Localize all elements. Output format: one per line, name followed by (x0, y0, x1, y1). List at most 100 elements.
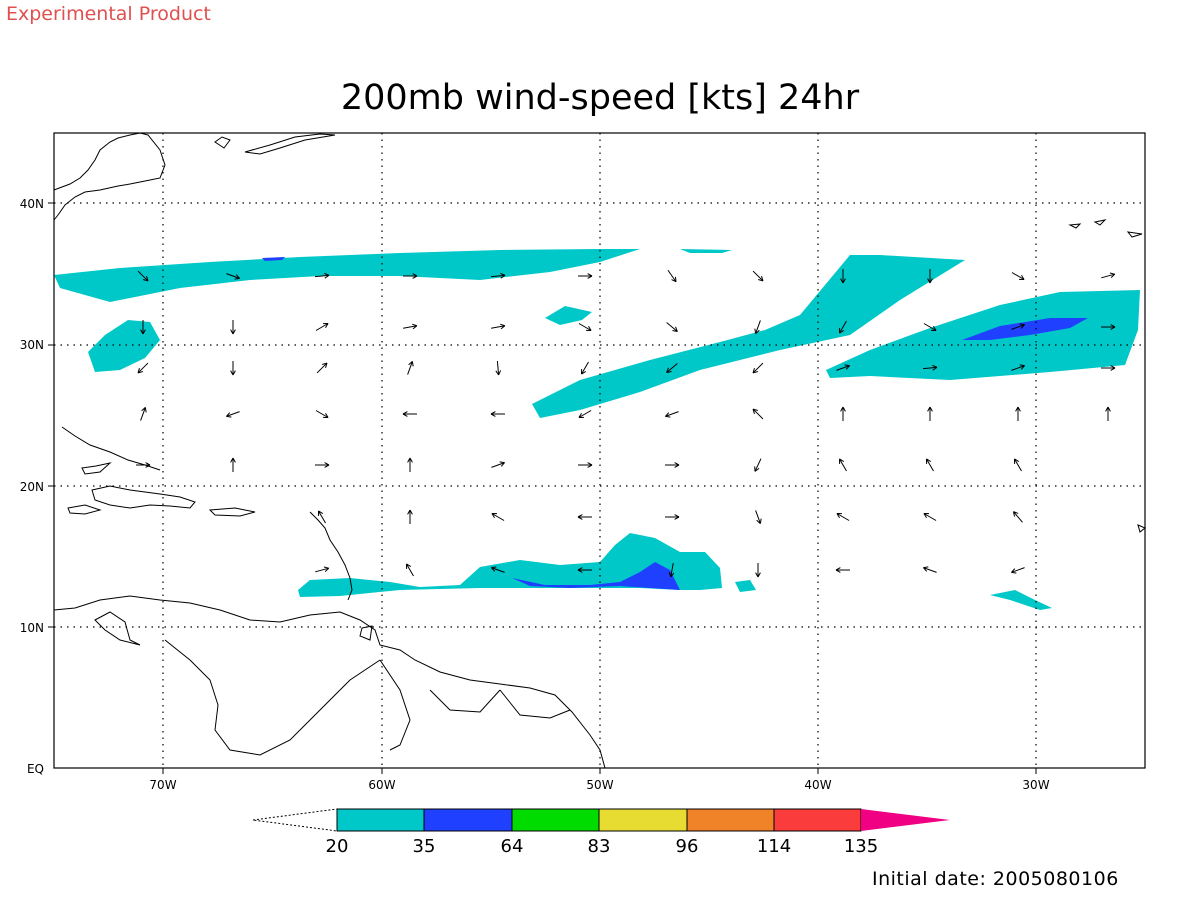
jet-fragment (680, 249, 732, 253)
jet-band-diagonal (532, 255, 965, 418)
coast-hispaniola (91, 485, 196, 509)
wind-speed-shading (54, 249, 1140, 610)
lon-tick-50w: 50W (586, 778, 613, 792)
axis-labels: 70W 60W 50W 40W 30W 40N 30N 20N 10N EQ (20, 197, 1050, 792)
colorbar-label-35: 35 (413, 836, 436, 857)
coast-venezuela-interior (94, 611, 141, 646)
wind-arrow (1013, 511, 1023, 523)
wind-arrow (136, 462, 151, 468)
wind-arrow (1101, 272, 1116, 279)
wind-arrow (1105, 406, 1111, 421)
lon-tick-70w: 70W (149, 778, 176, 792)
wind-arrow (315, 462, 330, 468)
wind-arrow (666, 363, 678, 373)
wind-arrow (839, 320, 847, 334)
lat-tick-20n: 20N (20, 480, 44, 494)
wind-arrow (140, 407, 147, 421)
wind-arrow (403, 323, 418, 330)
coast-jamaica (67, 504, 102, 515)
wind-arrow (140, 320, 146, 335)
wind-arrow (754, 458, 762, 472)
wind-arrow (839, 458, 847, 472)
wind-arrow (230, 320, 236, 335)
coast-south-america (53, 595, 606, 769)
wind-arrow (495, 360, 502, 376)
wind-arrow (230, 361, 236, 376)
coast-borders (164, 639, 571, 756)
wind-arrow (927, 269, 933, 284)
wind-arrow (1011, 323, 1025, 330)
coast-trinidad (359, 625, 373, 641)
wind-arrow (755, 563, 761, 578)
colorbar-lower-extension (252, 808, 338, 832)
colorbar-label-96: 96 (676, 836, 699, 857)
wind-arrow (836, 513, 850, 521)
colorbar-bin-6 (773, 808, 862, 832)
wind-arrow (578, 273, 593, 279)
wind-arrow (665, 462, 680, 468)
wind-arrow (577, 567, 592, 573)
lat-tick-40n: 40N (20, 197, 44, 211)
lon-tick-60w: 60W (368, 778, 395, 792)
wind-arrow (137, 270, 149, 282)
colorbar-upper-extension (861, 809, 950, 831)
wind-arrow (926, 458, 934, 472)
wind-arrow (490, 272, 506, 279)
jet-band-north (54, 249, 640, 302)
wind-arrow (1011, 364, 1025, 371)
wind-arrow (491, 461, 505, 468)
colorbar-label-64: 64 (501, 836, 524, 857)
wind-arrow (836, 364, 850, 371)
coast-antilles (309, 511, 353, 601)
shading-blob-west (88, 320, 160, 372)
wind-arrow (667, 269, 677, 283)
wind-arrow (754, 320, 761, 334)
wind-arrow (1014, 458, 1022, 472)
wind-arrow (581, 361, 589, 375)
wind-arrow (927, 406, 933, 421)
wind-arrow (403, 273, 418, 279)
coast-north-america (53, 132, 166, 221)
wind-arrow (316, 362, 328, 374)
coast-island-ne (214, 136, 231, 149)
wind-arrow (840, 269, 846, 284)
colorbar-bin-3 (511, 808, 600, 832)
wind-arrow (752, 408, 764, 420)
wind-arrow (1101, 365, 1116, 371)
wind-arrow (226, 273, 240, 280)
coast-east-islands (1068, 219, 1146, 533)
wind-arrow (923, 513, 937, 521)
shading-blob-south-east (735, 580, 756, 592)
wind-arrow (1015, 406, 1021, 421)
coast-nova-scotia (244, 133, 336, 155)
wind-arrow (578, 323, 592, 331)
wind-arrow (578, 462, 593, 468)
coastlines (53, 132, 1146, 769)
wind-arrow (666, 322, 678, 332)
jet-band-north-core (262, 257, 285, 261)
wind-arrow (406, 563, 414, 577)
wind-arrow (1011, 567, 1025, 574)
wind-arrow (923, 566, 937, 573)
wind-arrow (755, 510, 762, 524)
wind-arrow (315, 566, 330, 573)
map-frame (53, 132, 1146, 769)
wind-arrow (665, 514, 680, 520)
wind-arrow (491, 566, 505, 573)
wind-arrow (318, 510, 326, 524)
wind-arrow (923, 323, 937, 331)
wind-arrow (226, 411, 240, 418)
graticule (48, 133, 1145, 774)
chart-title: 200mb wind-speed [kts] 24hr (340, 78, 860, 118)
coast-cuba (61, 426, 161, 475)
lat-tick-30n: 30N (20, 338, 44, 352)
colorbar-label-83: 83 (588, 836, 611, 857)
experimental-label: Experimental Product (6, 3, 211, 25)
wind-arrow (835, 567, 850, 573)
jet-band-south-core (512, 562, 680, 590)
wind-arrow (402, 411, 417, 417)
colorbar: 20 35 64 83 96 114 135 (252, 808, 950, 857)
lon-tick-40w: 40W (804, 778, 831, 792)
wind-arrow (1101, 324, 1116, 330)
